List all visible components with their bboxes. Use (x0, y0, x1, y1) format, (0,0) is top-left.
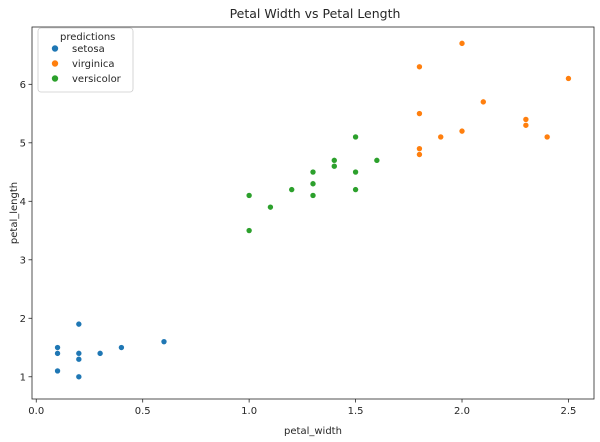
legend-marker-versicolor (51, 74, 59, 83)
y-tick-label: 4 (20, 197, 26, 208)
point-setosa (75, 320, 83, 328)
point-versicolor (352, 186, 359, 193)
point-virginica (565, 75, 572, 82)
point-versicolor (309, 168, 317, 176)
point-versicolor (309, 180, 317, 188)
point-setosa (75, 373, 83, 381)
y-tick-label: 6 (20, 80, 26, 91)
point-versicolor (330, 157, 338, 164)
point-virginica (522, 121, 530, 129)
point-setosa (54, 344, 61, 351)
point-virginica (543, 133, 551, 141)
point-versicolor (309, 192, 317, 199)
point-setosa (96, 350, 104, 357)
point-versicolor (267, 203, 274, 211)
legend: predictions setosa virginica versicolor (37, 27, 134, 93)
x-tick-label: 1.5 (348, 406, 364, 417)
point-versicolor (288, 186, 296, 193)
x-tick-label: 2.5 (561, 406, 577, 417)
legend-label-versicolor: versicolor (72, 74, 122, 85)
point-virginica (458, 127, 466, 135)
point-setosa (54, 350, 61, 357)
y-tick-label: 1 (20, 372, 26, 383)
y-axis-label: petal_length (9, 182, 20, 244)
data-points (54, 40, 572, 381)
point-virginica (458, 40, 466, 47)
point-versicolor (352, 168, 359, 176)
x-tick-label: 2.0 (454, 406, 470, 417)
y-tick-label: 5 (20, 138, 26, 149)
point-setosa (75, 350, 83, 357)
y-tick-label: 2 (20, 314, 26, 325)
point-versicolor (245, 192, 253, 199)
x-axis-label: petal_width (284, 426, 342, 437)
point-virginica (416, 63, 423, 71)
point-virginica (522, 116, 530, 123)
point-virginica (437, 133, 445, 141)
chart-title: Petal Width vs Petal Length (230, 6, 401, 21)
point-versicolor (352, 133, 359, 141)
point-virginica (416, 110, 423, 117)
point-virginica (480, 98, 487, 106)
point-setosa (118, 344, 125, 351)
y-tick-label: 3 (20, 255, 26, 266)
legend-label-setosa: setosa (72, 44, 105, 55)
point-setosa (160, 338, 168, 345)
x-tick-label: 0.0 (28, 406, 44, 417)
y-axis: 1 2 3 4 5 6 (20, 80, 32, 383)
point-versicolor (330, 162, 338, 170)
point-virginica (416, 145, 423, 152)
x-tick-label: 0.5 (135, 406, 151, 417)
point-setosa (75, 355, 83, 363)
legend-title: predictions (60, 32, 115, 43)
point-setosa (54, 367, 61, 375)
legend-label-virginica: virginica (72, 59, 115, 70)
point-virginica (416, 151, 423, 158)
legend-marker-virginica (51, 59, 59, 68)
legend-marker-setosa (51, 44, 59, 53)
x-tick-label: 1.0 (241, 406, 257, 417)
legend-box (37, 27, 134, 93)
point-versicolor (245, 227, 253, 234)
point-versicolor (373, 157, 381, 164)
x-axis: 0.0 0.5 1.0 1.5 2.0 2.5 (28, 399, 576, 417)
